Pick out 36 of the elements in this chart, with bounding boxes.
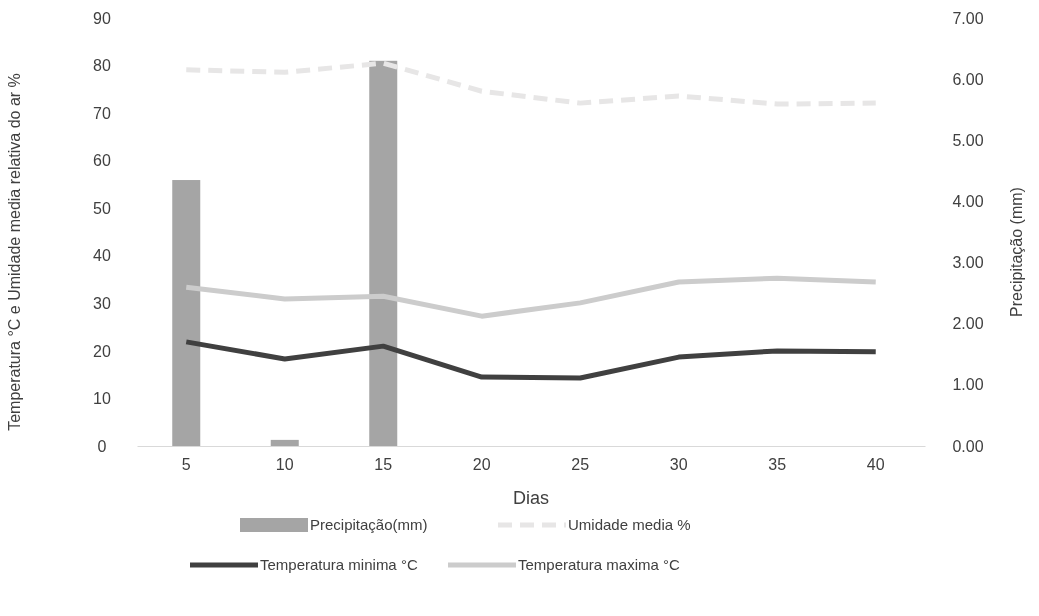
legend-label: Temperatura minima °C	[260, 556, 418, 573]
y-tick-label: 20	[93, 342, 111, 360]
y-tick-label: 80	[93, 57, 111, 75]
y2-tick-label: 5.00	[952, 131, 984, 149]
x-tick-label: 20	[472, 455, 491, 473]
y2-tick-label: 2.00	[952, 315, 984, 333]
y-axis-title: Temperatura °C e Umidade media relativa do ar %	[6, 73, 23, 431]
legend-label: Precipitação(mm)	[310, 516, 428, 533]
y-tick-label: 90	[93, 9, 111, 27]
legend-label: Umidade media %	[568, 516, 691, 533]
y2-axis-title: Precipitação (mm)	[1008, 187, 1025, 317]
y2-tick-label: 7.00	[952, 9, 984, 27]
bar	[369, 60, 398, 446]
x-tick-label: 15	[374, 455, 393, 473]
x-tick-label: 40	[866, 455, 885, 473]
y-tick-label: 40	[93, 247, 111, 265]
y-tick-label: 70	[93, 104, 111, 122]
y2-tick-label: 1.00	[952, 376, 984, 394]
x-axis-title: Dias	[512, 488, 550, 508]
y-tick-label: 30	[93, 294, 111, 312]
y-tick-label: 60	[93, 152, 111, 170]
x-tick-label: 25	[571, 455, 590, 473]
y2-tick-label: 3.00	[952, 254, 984, 272]
x-tick-label: 5	[181, 455, 191, 473]
y2-tick-label: 0.00	[952, 437, 984, 455]
x-tick-label: 35	[768, 455, 787, 473]
x-tick-label: 10	[275, 455, 294, 473]
y-tick-label: 10	[93, 390, 111, 408]
x-tick-label: 30	[669, 455, 688, 473]
y-tick-label: 50	[93, 199, 111, 217]
legend-label: Temperatura maxima °C	[518, 556, 681, 573]
bar	[172, 180, 201, 446]
bar	[270, 439, 299, 446]
y2-tick-label: 4.00	[952, 193, 984, 211]
y-tick-label: 0	[97, 437, 107, 455]
y2-tick-label: 6.00	[952, 70, 984, 88]
